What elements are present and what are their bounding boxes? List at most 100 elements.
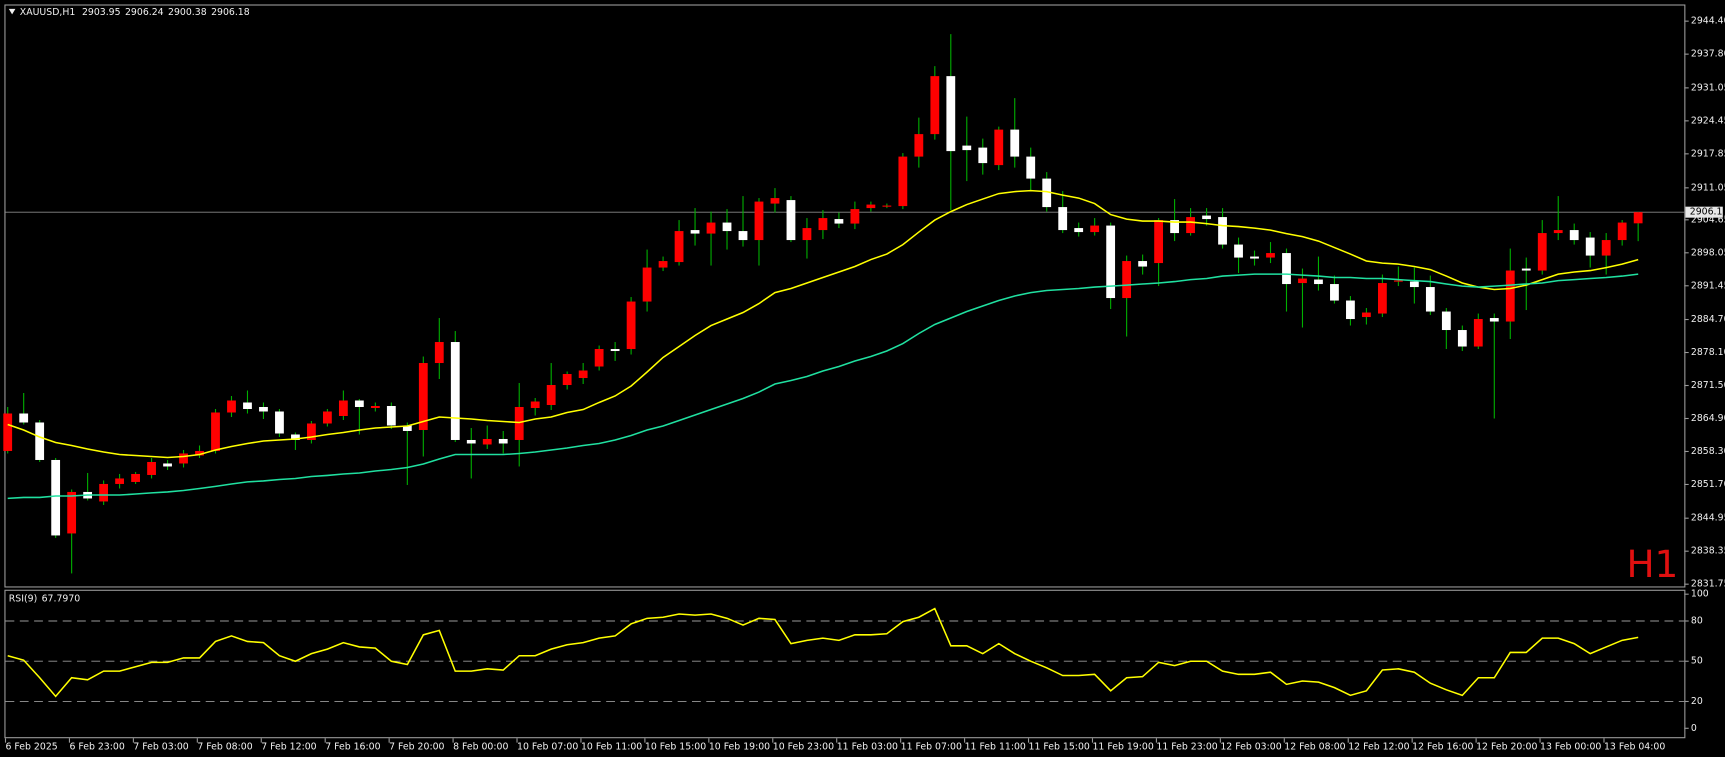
candle-body	[291, 434, 300, 440]
candle-body	[307, 423, 316, 440]
candle-body	[1282, 253, 1291, 285]
candle-body	[690, 230, 700, 234]
candle-body	[1122, 261, 1132, 299]
x-tick-label: 11 Feb 03:00	[837, 742, 898, 753]
candle-body	[498, 438, 508, 444]
candle-body	[386, 405, 396, 426]
x-tick-label: 13 Feb 04:00	[1604, 742, 1665, 753]
candle-body	[466, 439, 476, 444]
y-tick-label: 2878.10	[1691, 347, 1725, 358]
candle-body	[818, 218, 828, 231]
y-tick-label: 100	[1691, 589, 1709, 600]
x-tick-label: 11 Feb 07:00	[901, 742, 962, 753]
candle-body	[1441, 311, 1451, 331]
candle-body	[1505, 270, 1515, 322]
candle-body	[179, 453, 188, 464]
candle-body	[1362, 312, 1371, 318]
y-tick-label: 2871.50	[1691, 380, 1725, 391]
candle-body	[163, 463, 172, 467]
candle-body	[1250, 256, 1259, 259]
candle-body	[1601, 240, 1611, 256]
candle-body	[850, 209, 860, 224]
candle-body	[259, 406, 268, 412]
candle-body	[1186, 217, 1195, 234]
x-tick-label: 10 Feb 19:00	[709, 742, 770, 753]
y-tick-label: 2904.65	[1691, 214, 1725, 225]
y-tick-label: 2944.40	[1691, 16, 1725, 27]
moving-average-line	[7, 273, 1639, 500]
candle-body	[51, 459, 61, 536]
candle-body	[1425, 287, 1435, 312]
header-high: 2906.24	[125, 7, 164, 18]
y-tick-label: 20	[1691, 696, 1703, 707]
y-tick-label: 2924.45	[1691, 115, 1725, 126]
candle-body	[115, 478, 124, 484]
candle-body	[1585, 237, 1595, 256]
candle-body	[322, 411, 332, 424]
candle-body	[1330, 284, 1339, 301]
x-tick-label: 12 Feb 08:00	[1284, 742, 1345, 753]
y-tick-label: 2864.90	[1691, 413, 1725, 424]
candle-body	[1457, 330, 1467, 347]
candle-body	[131, 473, 140, 482]
header-close: 2906.18	[211, 7, 250, 18]
rsi-panel-frame	[4, 589, 1686, 739]
candle-body	[706, 222, 716, 234]
candle-body	[1042, 178, 1052, 208]
candle-body	[930, 76, 940, 135]
current-price-box	[1685, 206, 1723, 218]
candle-body	[1377, 283, 1387, 314]
candle-body	[1569, 230, 1579, 241]
x-tick-label: 6 Feb 2025	[6, 742, 58, 753]
candle-body	[1234, 244, 1243, 258]
x-tick-label: 12 Feb 12:00	[1348, 742, 1409, 753]
x-tick-label: 8 Feb 00:00	[453, 742, 508, 753]
candle-body	[211, 412, 220, 451]
y-tick-label: 2898.05	[1691, 247, 1725, 258]
x-tick-label: 10 Feb 15:00	[645, 742, 706, 753]
x-tick-label: 12 Feb 20:00	[1476, 742, 1537, 753]
candle-body	[1314, 279, 1323, 285]
rsi-line	[7, 607, 1639, 698]
candle-body	[994, 129, 1004, 166]
x-tick-label: 10 Feb 07:00	[517, 742, 578, 753]
candle-body	[834, 219, 844, 224]
candle-body	[354, 400, 364, 407]
rsi-title: RSI(9)	[9, 593, 37, 604]
candle-body	[275, 411, 284, 434]
candle-body	[658, 261, 668, 268]
candle-body	[450, 342, 460, 440]
candle-body	[370, 405, 380, 408]
y-tick-label: 50	[1691, 656, 1703, 667]
y-tick-label: 80	[1691, 615, 1703, 626]
y-tick-label: 0	[1691, 723, 1697, 734]
candle-body	[1026, 156, 1036, 179]
candle-body	[1298, 278, 1307, 284]
candle-body	[1170, 220, 1179, 234]
symbol: XAUUSD,H1	[20, 7, 76, 18]
candle-body	[1266, 253, 1275, 258]
x-tick-label: 11 Feb 11:00	[965, 742, 1026, 753]
x-tick-label: 10 Feb 23:00	[773, 742, 834, 753]
candle-body	[35, 422, 45, 460]
candle-body	[434, 342, 444, 364]
candle-body	[1473, 319, 1483, 347]
x-tick-label: 11 Feb 19:00	[1092, 742, 1153, 753]
candle-body	[1553, 230, 1563, 234]
collapse-triangle	[8, 8, 16, 15]
candle-body	[1106, 225, 1116, 299]
candle-body	[1090, 225, 1100, 233]
y-tick-label: 2884.70	[1691, 314, 1725, 325]
candle-body	[1633, 212, 1643, 224]
x-tick-label: 7 Feb 16:00	[325, 742, 380, 753]
moving-average-line	[7, 189, 1639, 459]
candle-body	[882, 205, 892, 207]
candle-body	[626, 301, 636, 350]
candle-body	[562, 374, 572, 386]
candle-body	[243, 402, 252, 409]
x-tick-label: 13 Feb 00:00	[1540, 742, 1601, 753]
candle-body	[482, 438, 492, 445]
candle-body	[642, 267, 652, 302]
candle-body	[722, 222, 732, 232]
